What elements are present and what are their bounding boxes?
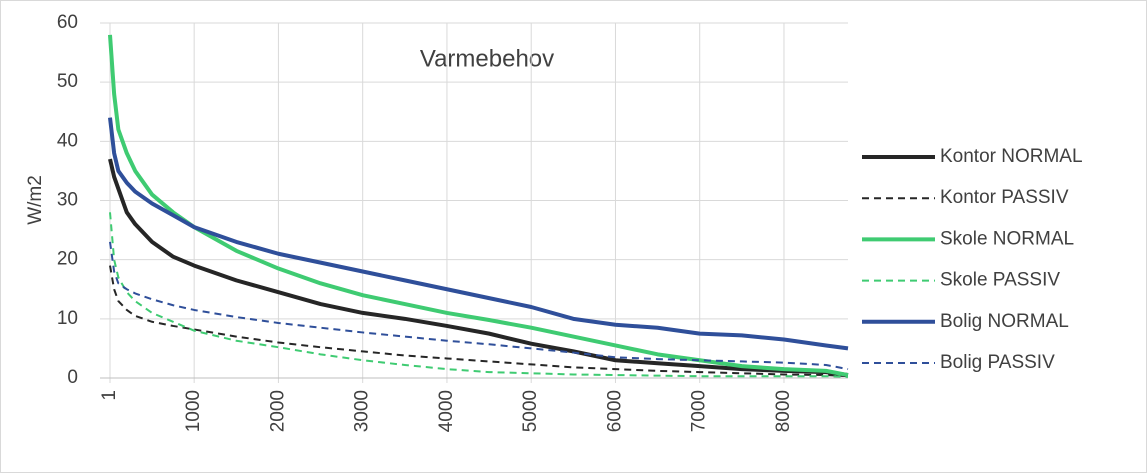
legend-label: Skole NORMAL	[940, 228, 1074, 249]
y-tick-label: 10	[57, 308, 78, 329]
x-tick-label: 1000	[183, 390, 204, 432]
legend-label: Bolig NORMAL	[940, 311, 1069, 332]
y-tick-label: 40	[57, 130, 78, 151]
legend-label: Skole PASSIV	[940, 270, 1060, 291]
x-tick-label: 3000	[352, 390, 373, 432]
series-line	[109, 212, 849, 378]
y-axis-label: W/m2	[25, 175, 46, 225]
series-line	[109, 241, 849, 371]
x-tick-label: 2000	[267, 390, 288, 432]
y-tick-label: 60	[57, 12, 78, 33]
y-tick-label: 0	[67, 367, 78, 388]
legend-label: Kontor PASSIV	[940, 187, 1069, 208]
x-tick-label: 1	[99, 390, 120, 401]
x-tick-label: 8000	[773, 390, 794, 432]
y-tick-label: 50	[57, 71, 78, 92]
chart-title: Varmebehov	[420, 45, 554, 72]
y-tick-label: 30	[57, 190, 78, 211]
x-tick-label: 6000	[604, 390, 625, 432]
legend-label: Bolig PASSIV	[940, 352, 1055, 373]
legend-label: Kontor NORMAL	[940, 146, 1083, 167]
x-tick-label: 4000	[436, 390, 457, 432]
series-line	[108, 158, 849, 378]
x-tick-label: 5000	[520, 390, 541, 432]
series-line	[108, 117, 849, 351]
x-tick-label: 7000	[689, 390, 710, 432]
y-tick-label: 20	[57, 249, 78, 270]
